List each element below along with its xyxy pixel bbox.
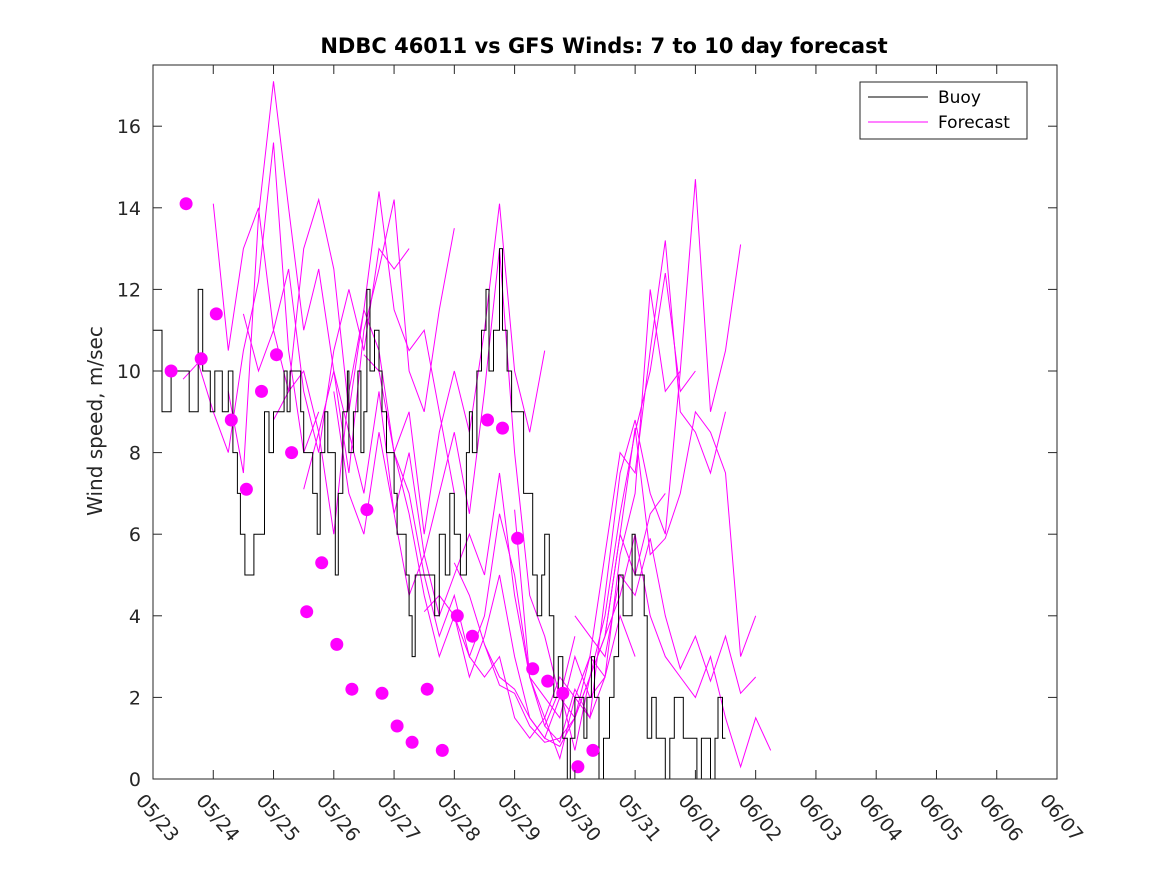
y-tick-label-5: 10 — [117, 361, 141, 383]
x-tick-label-4: 05/27 — [372, 790, 424, 846]
plot-area — [153, 65, 1057, 779]
forecast-marker-3 — [209, 307, 223, 321]
forecast-marker-0 — [164, 364, 178, 378]
forecast-line-11 — [484, 240, 726, 743]
forecast-marker-9 — [300, 605, 314, 619]
legend-label-buoy: Buoy — [938, 88, 981, 108]
forecast-marker-16 — [405, 735, 419, 749]
x-tick-label-7: 05/30 — [553, 790, 605, 846]
forecast-marker-24 — [526, 662, 540, 676]
y-tick-label-7: 14 — [117, 198, 141, 220]
forecast-marker-17 — [420, 682, 434, 696]
forecast-line-13 — [544, 410, 757, 751]
y-tick-label-8: 16 — [117, 116, 141, 138]
legend: Buoy Forecast — [859, 81, 1028, 140]
forecast-marker-4 — [224, 413, 238, 427]
y-tick-label-3: 6 — [129, 524, 141, 546]
x-tick-label-10: 06/02 — [734, 790, 786, 846]
forecast-marker-14 — [375, 686, 389, 700]
forecast-line-0 — [182, 142, 320, 453]
x-tick-label-9: 06/01 — [674, 790, 726, 846]
x-tick-label-8: 05/31 — [613, 790, 665, 846]
x-tick-label-14: 06/06 — [975, 790, 1027, 846]
x-tick-label-11: 06/03 — [794, 790, 846, 846]
x-tick-label-15: 06/07 — [1035, 790, 1087, 846]
forecast-marker-15 — [390, 719, 404, 733]
forecast-marker-13 — [360, 503, 374, 517]
buoy-line — [153, 248, 726, 779]
y-tick-label-0: 0 — [129, 769, 141, 791]
forecast-marker-19 — [450, 609, 464, 623]
x-tick-label-0: 05/23 — [131, 790, 183, 846]
y-tick-label-4: 8 — [129, 443, 141, 465]
forecast-marker-6 — [255, 384, 268, 398]
forecast-marker-28 — [586, 743, 600, 757]
forecast-marker-11 — [330, 637, 344, 651]
forecast-line-6 — [333, 391, 606, 719]
forecast-marker-26 — [556, 686, 570, 700]
x-tick-label-12: 06/04 — [854, 790, 906, 846]
y-tick-label-1: 2 — [129, 687, 141, 709]
chart-title: NDBC 46011 vs GFS Winds: 7 to 10 day for… — [320, 34, 887, 58]
forecast-marker-20 — [465, 629, 479, 643]
forecast-marker-1 — [179, 197, 193, 211]
y-tick-label-6: 12 — [117, 279, 141, 301]
forecast-marker-10 — [315, 556, 329, 570]
forecast-line-14 — [574, 538, 757, 695]
x-tick-label-3: 05/26 — [312, 790, 364, 846]
forecast-marker-7 — [270, 348, 283, 362]
legend-box — [859, 81, 1028, 140]
x-tick-label-6: 05/29 — [493, 790, 545, 846]
forecast-marker-23 — [511, 531, 525, 545]
forecast-marker-21 — [481, 413, 494, 427]
x-tick-label-1: 05/24 — [191, 790, 243, 846]
forecast-marker-22 — [496, 421, 509, 435]
x-tick-label-13: 06/05 — [915, 790, 967, 846]
forecast-marker-2 — [194, 352, 208, 366]
forecast-marker-27 — [571, 760, 585, 774]
forecast-marker-18 — [435, 743, 449, 757]
forecast-line-2 — [227, 81, 455, 474]
forecast-marker-25 — [541, 674, 555, 688]
y-tick-label-2: 4 — [129, 606, 141, 628]
forecast-marker-8 — [285, 446, 299, 460]
axes-frame — [152, 64, 1058, 780]
x-tick-label-5: 05/28 — [433, 790, 485, 846]
legend-label-forecast: Forecast — [938, 113, 1010, 133]
forecast-line-12 — [514, 179, 742, 744]
forecast-line-1 — [212, 203, 410, 453]
y-axis-label: Wind speed, m/sec — [83, 326, 107, 516]
forecast-marker-12 — [345, 682, 359, 696]
forecast-line-9 — [423, 289, 681, 761]
forecast-marker-5 — [239, 482, 253, 496]
x-tick-label-2: 05/25 — [252, 790, 304, 846]
